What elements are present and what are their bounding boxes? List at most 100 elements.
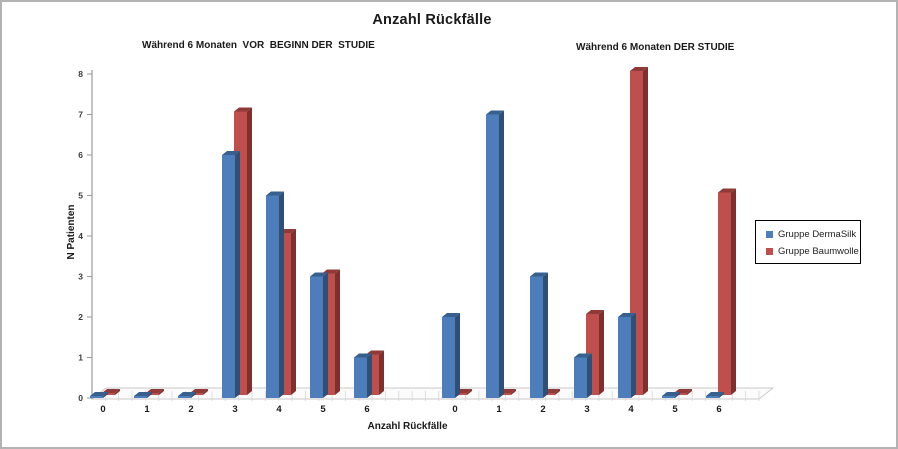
bar-dermasilk-g0-c2-side — [191, 392, 196, 398]
bar-baumwolle-g0-c3-side — [247, 107, 252, 395]
bar-dermasilk-g0-c6-top — [354, 353, 372, 358]
bar-dermasilk-g0-c2-top — [178, 392, 196, 396]
legend-item-baumwolle: Gruppe Baumwolle — [766, 244, 860, 259]
bar-baumwolle-g0-c0 — [102, 393, 115, 395]
group-title-before-study: Während 6 Monaten VOR BEGINN DER STUDIE — [142, 40, 375, 51]
bar-dermasilk-g1-c5 — [662, 396, 675, 398]
x-category-label: 2 — [188, 404, 193, 415]
legend-label-dermasilk: Gruppe DermaSilk — [778, 229, 857, 240]
legend-swatch-baumwolle-icon — [766, 248, 773, 255]
bar-dermasilk-g1-c2-side — [543, 272, 548, 398]
bar-baumwolle-g1-c0 — [454, 393, 467, 395]
legend-swatch-dermasilk-icon — [766, 231, 773, 238]
bar-baumwolle-g1-c6-top — [718, 188, 736, 193]
bar-baumwolle-g0-c0-side — [115, 389, 120, 395]
bar-baumwolle-g0-c3-top — [234, 107, 252, 112]
bar-dermasilk-g0-c0-top — [90, 392, 108, 396]
bar-baumwolle-g1-c6-side — [731, 188, 736, 395]
bar-dermasilk-g1-c5-top — [662, 392, 680, 396]
bar-dermasilk-g0-c4-top — [266, 191, 284, 196]
bar-dermasilk-g1-c1-side — [499, 110, 504, 398]
bar-dermasilk-g1-c2 — [530, 276, 543, 398]
x-category-label: 5 — [320, 404, 326, 415]
x-category-label: 0 — [100, 404, 105, 415]
y-tick-label: 1 — [78, 353, 83, 363]
bar-dermasilk-g1-c3 — [574, 357, 587, 398]
x-category-label: 4 — [628, 404, 634, 415]
bar-baumwolle-g1-c4-side — [643, 67, 648, 395]
bar-dermasilk-g0-c0 — [90, 396, 103, 398]
x-category-label: 6 — [716, 404, 721, 415]
y-tick-label: 2 — [78, 312, 83, 322]
bar-dermasilk-g1-c2-top — [530, 272, 548, 277]
bar-baumwolle-g0-c2-side — [203, 389, 208, 395]
bar-dermasilk-g1-c0 — [442, 317, 455, 398]
bar-baumwolle-g1-c2 — [542, 393, 555, 395]
y-tick-label: 0 — [78, 393, 83, 403]
bar-baumwolle-g0-c1 — [146, 393, 159, 395]
bar-baumwolle-g0-c6-side — [379, 350, 384, 395]
bar-dermasilk-g0-c1 — [134, 396, 147, 398]
bar-baumwolle-g1-c0-side — [467, 389, 472, 395]
bar-dermasilk-g0-c5-side — [323, 272, 328, 398]
bar-dermasilk-g0-c2 — [178, 396, 191, 398]
y-tick-label: 3 — [78, 272, 83, 282]
x-category-label: 1 — [144, 404, 150, 415]
group-title-during-study: Während 6 Monaten DER STUDIE — [576, 42, 735, 53]
bar-dermasilk-g0-c6-side — [367, 353, 372, 398]
y-tick-label: 4 — [78, 231, 83, 241]
bar-dermasilk-g1-c6 — [706, 396, 719, 398]
bar-baumwolle-g1-c6 — [718, 192, 731, 395]
x-category-label: 2 — [540, 404, 545, 415]
bar-baumwolle-g1-c5 — [674, 393, 687, 395]
bar-baumwolle-g1-c4-top — [630, 67, 648, 71]
x-category-label: 4 — [276, 404, 282, 415]
legend-item-dermasilk: Gruppe DermaSilk — [766, 227, 860, 242]
bar-dermasilk-g1-c0-side — [455, 313, 460, 398]
bar-dermasilk-g1-c1 — [486, 114, 499, 398]
bar-dermasilk-g1-c3-top — [574, 353, 592, 358]
bar-dermasilk-g0-c1-top — [134, 392, 152, 396]
x-category-label: 5 — [672, 404, 678, 415]
bar-dermasilk-g1-c4-side — [631, 313, 636, 398]
legend-label-baumwolle: Gruppe Baumwolle — [778, 246, 859, 257]
bar-dermasilk-g1-c4-top — [618, 313, 636, 317]
bar-dermasilk-g1-c4 — [618, 317, 631, 398]
x-category-label: 1 — [496, 404, 502, 415]
y-tick-label: 8 — [78, 69, 83, 79]
bar-baumwolle-g1-c2-side — [555, 389, 560, 395]
bar-baumwolle-g1-c1 — [498, 393, 511, 395]
y-tick-label: 5 — [78, 191, 83, 201]
bar-dermasilk-g1-c1-top — [486, 110, 504, 115]
bar-dermasilk-g0-c4-side — [279, 191, 284, 398]
bar-baumwolle-g1-c3-side — [599, 310, 604, 395]
x-category-label: 6 — [364, 404, 369, 415]
bar-baumwolle-g1-c3-top — [586, 310, 604, 314]
bar-baumwolle-g0-c4-side — [291, 229, 296, 395]
chart-title: Anzahl Rückfälle — [372, 12, 492, 28]
x-category-label: 3 — [584, 404, 589, 415]
bar-dermasilk-g0-c6 — [354, 357, 367, 398]
legend: Gruppe DermaSilk Gruppe Baumwolle — [755, 220, 861, 264]
bar-baumwolle-g1-c5-side — [687, 389, 692, 395]
bar-dermasilk-g0-c3-top — [222, 151, 240, 155]
bar-dermasilk-g1-c6-side — [719, 392, 724, 398]
bar-dermasilk-g0-c3-side — [235, 151, 240, 398]
x-category-label: 0 — [452, 404, 457, 415]
x-category-label: 3 — [232, 404, 237, 415]
bar-dermasilk-g0-c3 — [222, 155, 235, 398]
bar-baumwolle-g1-c1-side — [511, 389, 516, 395]
bar-dermasilk-g1-c3-side — [587, 353, 592, 398]
bar-dermasilk-g1-c5-side — [675, 392, 680, 398]
y-tick-label: 6 — [78, 150, 83, 160]
bar-dermasilk-g0-c4 — [266, 195, 279, 398]
bar-dermasilk-g0-c5 — [310, 276, 323, 398]
bar-dermasilk-g0-c1-side — [147, 392, 152, 398]
bar-baumwolle-g0-c5-side — [335, 269, 340, 395]
bar-dermasilk-g0-c0-side — [103, 392, 108, 398]
bar-baumwolle-g0-c2 — [190, 393, 203, 395]
bar-dermasilk-g1-c0-top — [442, 313, 460, 317]
bar-dermasilk-g0-c5-top — [310, 272, 328, 277]
